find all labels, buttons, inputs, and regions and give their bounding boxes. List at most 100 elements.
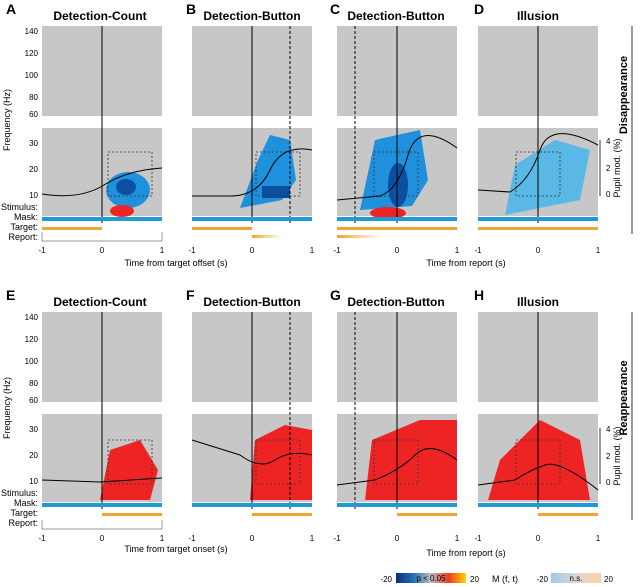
- svg-text:1: 1: [455, 246, 460, 255]
- svg-text:Frequency (Hz): Frequency (Hz): [2, 377, 12, 439]
- svg-text:Report:: Report:: [8, 518, 38, 528]
- svg-text:2: 2: [606, 164, 611, 173]
- svg-text:100: 100: [25, 357, 39, 366]
- svg-text:0: 0: [606, 190, 611, 199]
- svg-text:-1: -1: [38, 246, 46, 255]
- panel-title: Detection-Button: [203, 295, 300, 309]
- svg-text:60: 60: [29, 396, 38, 405]
- svg-text:-20: -20: [536, 575, 548, 584]
- svg-text:-1: -1: [333, 246, 341, 255]
- svg-text:80: 80: [29, 379, 38, 388]
- svg-text:4: 4: [606, 137, 611, 146]
- panel-title: Detection-Button: [203, 9, 300, 23]
- svg-text:0: 0: [606, 478, 611, 487]
- row-label: Reappearance: [618, 360, 630, 435]
- svg-text:20: 20: [29, 165, 38, 174]
- colorbar-significant: -20 p < 0.05 20: [380, 573, 479, 584]
- svg-text:p < 0.05: p < 0.05: [416, 574, 446, 583]
- panel-d: D Illusion -1 0 1: [474, 1, 601, 255]
- y-axis-top: Frequency (Hz) 140 120 100 80 60 30 20 1…: [1, 27, 39, 242]
- panel-letter: A: [6, 1, 16, 17]
- panel-title: Illusion: [517, 295, 559, 309]
- panel-letter: F: [186, 287, 195, 303]
- svg-text:0: 0: [250, 534, 255, 543]
- svg-text:20: 20: [29, 451, 38, 460]
- svg-text:Report:: Report:: [8, 232, 38, 242]
- svg-text:0: 0: [100, 534, 105, 543]
- svg-text:-1: -1: [474, 246, 482, 255]
- svg-text:-20: -20: [380, 575, 392, 584]
- panel-g: G Detection-Button -1 0 1: [330, 287, 460, 543]
- svg-text:0: 0: [395, 246, 400, 255]
- x-axis-label: Time from target offset (s): [124, 258, 227, 268]
- svg-text:Frequency (Hz): Frequency (Hz): [2, 89, 12, 151]
- svg-text:1: 1: [160, 534, 165, 543]
- panel-letter: H: [474, 287, 484, 303]
- panel-letter: E: [6, 287, 15, 303]
- pupil-axis-top: 4 2 0 Pupil mod. (%): [599, 137, 622, 199]
- svg-text:100: 100: [25, 71, 39, 80]
- svg-text:Mask:: Mask:: [14, 498, 38, 508]
- svg-text:Target:: Target:: [10, 222, 38, 232]
- panel-title: Detection-Count: [53, 295, 146, 309]
- svg-text:120: 120: [25, 335, 39, 344]
- svg-text:140: 140: [25, 27, 39, 36]
- svg-text:-1: -1: [474, 534, 482, 543]
- pupil-axis-bottom: 4 2 0 Pupil mod. (%): [599, 425, 622, 487]
- panel-title: Detection-Count: [53, 9, 146, 23]
- svg-text:4: 4: [606, 425, 611, 434]
- svg-text:1: 1: [455, 534, 460, 543]
- svg-text:30: 30: [29, 425, 38, 434]
- panel-b: B Detection-Button -1 0 1: [186, 1, 315, 255]
- svg-text:-1: -1: [188, 246, 196, 255]
- svg-text:Pupil mod. (%): Pupil mod. (%): [612, 138, 622, 197]
- panel-letter: G: [330, 287, 341, 303]
- svg-text:1: 1: [160, 246, 165, 255]
- svg-text:10: 10: [29, 477, 38, 486]
- svg-text:1: 1: [596, 534, 601, 543]
- svg-text:10: 10: [29, 191, 38, 200]
- svg-text:Pupil mod. (%): Pupil mod. (%): [612, 426, 622, 485]
- panel-letter: D: [474, 1, 484, 17]
- svg-text:n.s.: n.s.: [570, 574, 583, 583]
- svg-text:120: 120: [25, 49, 39, 58]
- row-label: Disappearance: [618, 56, 630, 134]
- svg-text:80: 80: [29, 93, 38, 102]
- svg-text:20: 20: [604, 575, 613, 584]
- y-axis-bottom: Frequency (Hz) 140 120 100 80 60 30 20 1…: [1, 313, 39, 528]
- panel-letter: C: [330, 1, 340, 17]
- panel-e: E Detection-Count -1 0 1: [6, 287, 165, 543]
- sig-blob: [100, 440, 158, 500]
- svg-text:1: 1: [310, 534, 315, 543]
- svg-text:2: 2: [606, 452, 611, 461]
- svg-text:Stimulus:: Stimulus:: [1, 488, 38, 498]
- panel-f: F Detection-Button -1 0 1: [186, 287, 315, 543]
- svg-text:1: 1: [596, 246, 601, 255]
- svg-text:-1: -1: [38, 534, 46, 543]
- svg-text:Stimulus:: Stimulus:: [1, 202, 38, 212]
- svg-text:0: 0: [536, 534, 541, 543]
- x-axis-label: Time from report (s): [426, 258, 505, 268]
- svg-text:-1: -1: [333, 534, 341, 543]
- svg-text:0: 0: [395, 534, 400, 543]
- svg-text:Mask:: Mask:: [14, 212, 38, 222]
- panel-h: H Illusion -1 0 1: [474, 287, 601, 543]
- svg-text:-1: -1: [188, 534, 196, 543]
- svg-text:140: 140: [25, 313, 39, 322]
- sig-blob: [250, 425, 312, 500]
- svg-text:1: 1: [310, 246, 315, 255]
- svg-text:0: 0: [250, 246, 255, 255]
- svg-text:0: 0: [536, 246, 541, 255]
- svg-text:0: 0: [100, 246, 105, 255]
- panel-title: Detection-Button: [347, 295, 444, 309]
- panel-title: Detection-Button: [347, 9, 444, 23]
- metric-label: M (f, t): [492, 574, 518, 584]
- panel-letter: B: [186, 1, 196, 17]
- svg-text:20: 20: [470, 575, 479, 584]
- colorbar-ns: -20 n.s. 20: [536, 573, 613, 584]
- panel-a: A Detection-Count -1 0 1: [6, 1, 165, 255]
- x-axis-label: Time from target onset (s): [124, 544, 227, 554]
- svg-text:Target:: Target:: [10, 508, 38, 518]
- svg-text:30: 30: [29, 139, 38, 148]
